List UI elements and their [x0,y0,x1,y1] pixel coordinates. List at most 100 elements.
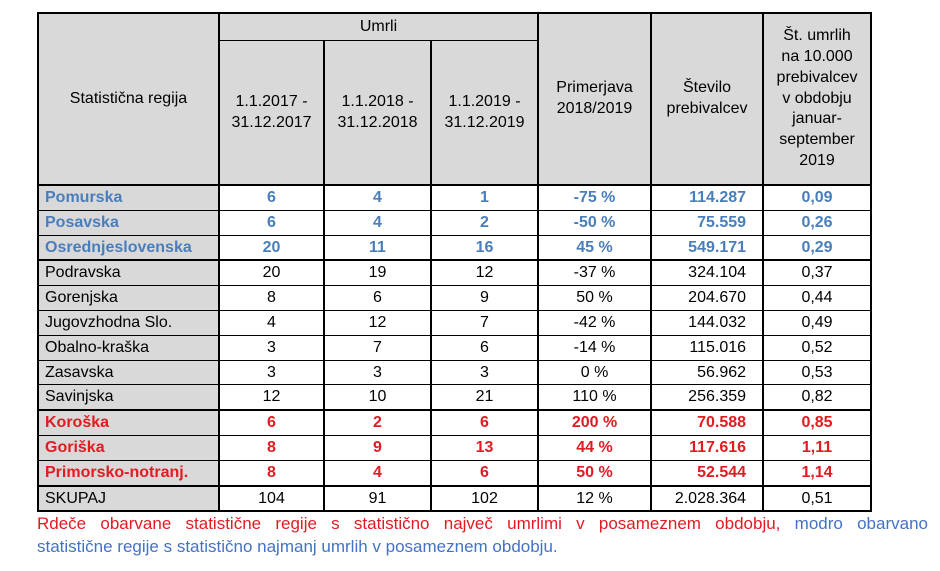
population-cell: 549.171 [650,234,765,262]
header-primerjava: Primerjava 2018/2019 [537,12,653,186]
region-cell: Primorsko-notranj. [37,459,220,487]
deaths-2017-cell: 20 [218,234,325,262]
population-cell: 70.588 [650,409,765,436]
deaths-2019-cell: 21 [429,384,540,412]
deaths-2018-cell: 2 [323,409,432,436]
deaths-2019-cell: 9 [429,285,540,311]
comparison-cell: 200 % [537,409,653,436]
table-row: Zasavska 3 3 3 0 % 56.962 0,53 [37,359,873,386]
deaths-2017-cell: 8 [218,285,325,311]
header-period-2018: 1.1.2018 - 31.12.2018 [323,40,432,186]
region-cell: Podravska [37,259,220,287]
header-st-umrlih-na-10000: Št. umrlih na 10.000 prebivalcev v obdob… [762,12,873,186]
comparison-cell: 110 % [537,384,653,412]
population-cell: 117.616 [650,434,765,461]
deaths-2017-cell: 6 [218,184,325,211]
comparison-cell: -42 % [537,309,653,336]
deaths-2018-cell: 19 [323,259,432,287]
footnote-red-text: Rdeče obarvane statistične regije s stat… [37,514,781,533]
deaths-2019-cell: 13 [429,434,540,461]
header-period-2017: 1.1.2017 - 31.12.2017 [218,40,325,186]
header-row-2: 1.1.2017 - 31.12.2017 1.1.2018 - 31.12.2… [38,40,871,186]
comparison-cell: -14 % [537,334,653,361]
footnote-blue-text-line1: modro obarvano [794,514,928,533]
table-row: Savinjska 12 10 21 110 % 256.359 0,82 [37,384,873,412]
region-cell: Posavska [37,209,220,236]
deaths-2019-cell: 3 [429,359,540,386]
rate-per-10000-cell: 0,52 [762,334,873,361]
population-cell: 114.287 [650,184,765,211]
comparison-cell: -50 % [537,209,653,236]
table-row: Osrednjeslovenska 20 11 16 45 % 549.171 0,29 [37,234,873,262]
comparison-cell: 50 % [537,459,653,487]
comparison-cell: -75 % [537,184,653,211]
rate-per-10000-cell: 0,49 [762,309,873,336]
header-region: Statistična regija [37,12,220,186]
deaths-2017-cell: 3 [218,334,325,361]
region-cell: SKUPAJ [37,485,220,512]
table-row: Pomurska 6 4 1 -75 % 114.287 0,09 [37,184,873,211]
rate-per-10000-cell: 0,09 [762,184,873,211]
rate-per-10000-cell: 0,44 [762,285,873,311]
comparison-cell: 44 % [537,434,653,461]
deaths-2018-cell: 7 [323,334,432,361]
region-cell: Savinjska [37,384,220,412]
header-stevilo-prebivalcev: Število prebivalcev [650,12,765,186]
table-row: Goriška 8 9 13 44 % 117.616 1,11 [37,434,873,461]
deaths-2019-cell: 16 [429,234,540,262]
comparison-cell: 50 % [537,285,653,311]
population-cell: 2.028.364 [650,485,765,512]
table-row: Gorenjska 8 6 9 50 % 204.670 0,44 [37,285,873,311]
deaths-2018-cell: 10 [323,384,432,412]
deaths-2018-cell: 12 [323,309,432,336]
region-cell: Obalno-kraška [37,334,220,361]
table-row: Obalno-kraška 3 7 6 -14 % 115.016 0,52 [37,334,873,361]
footnote-blue-text-line2: statistične regije s statistično najmanj… [37,537,558,556]
population-cell: 75.559 [650,209,765,236]
footnote-line1: Rdeče obarvane statistične regije s stat… [37,512,928,535]
region-cell: Zasavska [37,359,220,386]
deaths-2019-cell: 1 [429,184,540,211]
table-row: Primorsko-notranj. 8 4 6 50 % 52.544 1,14 [37,459,873,487]
header-row-1: Statistična regija Umrli Primerjava 2018… [37,12,873,186]
population-cell: 256.359 [650,384,765,412]
deaths-2018-cell: 91 [323,485,432,512]
deaths-2017-cell: 8 [218,434,325,461]
region-cell: Osrednjeslovenska [37,234,220,262]
population-cell: 144.032 [650,309,765,336]
deaths-2019-cell: 12 [429,259,540,287]
deaths-2018-cell: 11 [323,234,432,262]
deaths-2017-cell: 8 [218,459,325,487]
deaths-2019-cell: 6 [429,334,540,361]
deaths-2019-cell: 6 [429,409,540,436]
deaths-2019-cell: 7 [429,309,540,336]
deaths-2017-cell: 12 [218,384,325,412]
population-cell: 52.544 [650,459,765,487]
region-cell: Pomurska [37,184,220,211]
table-row: SKUPAJ 104 91 102 12 % 2.028.364 0,51 [37,485,873,512]
deaths-2017-cell: 20 [218,259,325,287]
header-umrli-group: Umrli [217,12,540,41]
rate-per-10000-cell: 0,26 [762,209,873,236]
rate-per-10000-cell: 1,14 [762,459,873,487]
deaths-2018-cell: 3 [323,359,432,386]
rate-per-10000-cell: 0,29 [762,234,873,262]
table-row: Podravska 20 19 12 -37 % 324.104 0,37 [37,259,873,287]
region-cell: Goriška [37,434,220,461]
rate-per-10000-cell: 1,11 [762,434,873,461]
deaths-2018-cell: 6 [323,285,432,311]
table-row: Koroška 6 2 6 200 % 70.588 0,85 [37,409,873,436]
deaths-2018-cell: 9 [323,434,432,461]
mortality-by-region-table: Statistična regija Umrli Primerjava 2018… [37,12,873,513]
comparison-cell: -37 % [537,259,653,287]
deaths-2017-cell: 6 [218,409,325,436]
deaths-2018-cell: 4 [323,209,432,236]
population-cell: 204.670 [650,285,765,311]
comparison-cell: 12 % [537,485,653,512]
deaths-2019-cell: 102 [429,485,540,512]
deaths-2019-cell: 6 [429,459,540,487]
comparison-cell: 45 % [537,234,653,262]
rate-per-10000-cell: 0,51 [762,485,873,512]
table-row: Posavska 6 4 2 -50 % 75.559 0,26 [37,209,873,236]
